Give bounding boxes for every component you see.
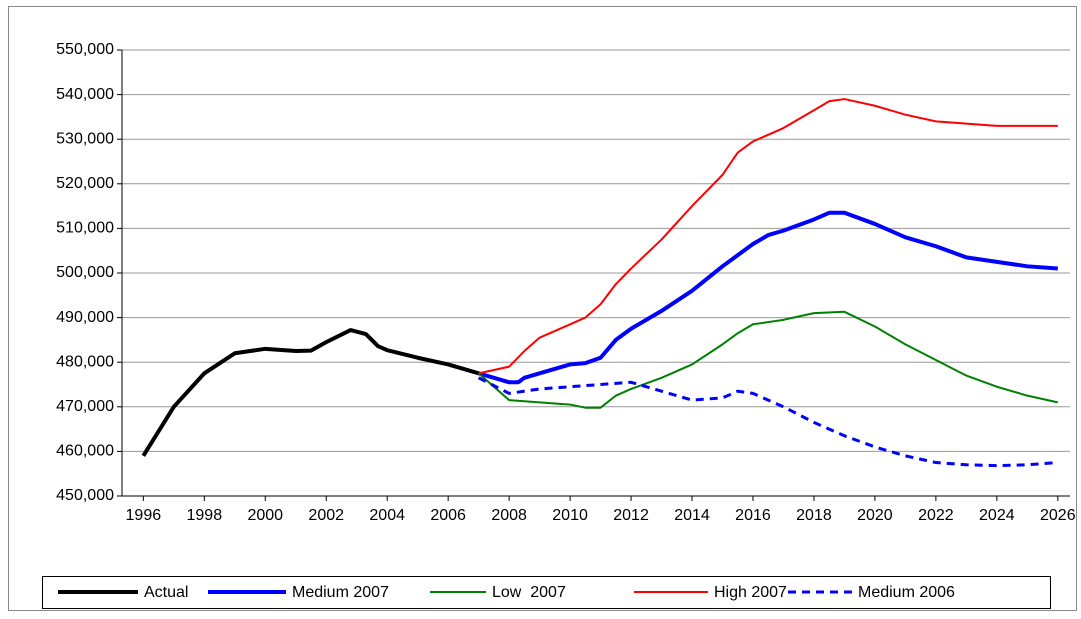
- x-tick-label: 1998: [187, 507, 223, 524]
- x-tick-label: 1996: [126, 507, 162, 524]
- x-tick-label: 2018: [796, 507, 832, 524]
- chart-frame: [8, 6, 1077, 611]
- x-tick-label: 2008: [491, 507, 527, 524]
- x-tick-label: 2010: [552, 507, 588, 524]
- x-tick-label: 2002: [308, 507, 344, 524]
- y-tick-label: 480,000: [56, 353, 114, 370]
- x-tick-label: 2016: [735, 507, 771, 524]
- series-line: [141, 328, 480, 457]
- y-tick-label: 460,000: [56, 443, 114, 460]
- y-tick-label: 520,000: [56, 175, 114, 192]
- x-tick-label: 2006: [430, 507, 466, 524]
- y-tick-label: 530,000: [56, 130, 114, 147]
- series-line: [478, 210, 1058, 385]
- y-tick-label: 470,000: [56, 398, 114, 415]
- y-tick-label: 540,000: [56, 86, 114, 103]
- x-tick-label: 2014: [674, 507, 710, 524]
- x-tick-label: 2004: [369, 507, 405, 524]
- y-tick-label: 510,000: [56, 220, 114, 237]
- x-tick-label: 2000: [247, 507, 283, 524]
- legend-label: Medium 2007: [292, 584, 389, 601]
- series-line: [478, 98, 1058, 375]
- x-tick-label: 2026: [1040, 507, 1076, 524]
- x-tick-label: 2022: [918, 507, 954, 524]
- legend-label: High 2007: [714, 584, 787, 601]
- series-line: [477, 376, 1058, 468]
- x-tick-label: 2012: [613, 507, 649, 524]
- x-tick-label: 2024: [979, 507, 1015, 524]
- x-tick-label: 2020: [857, 507, 893, 524]
- series-line: [477, 310, 1059, 409]
- y-tick-label: 550,000: [56, 41, 114, 58]
- y-tick-label: 500,000: [56, 264, 114, 281]
- legend-label: Medium 2006: [858, 584, 955, 601]
- legend-label: Actual: [144, 584, 188, 601]
- y-tick-label: 490,000: [56, 309, 114, 326]
- legend-label: Low 2007: [492, 584, 566, 601]
- y-tick-label: 450,000: [56, 487, 114, 504]
